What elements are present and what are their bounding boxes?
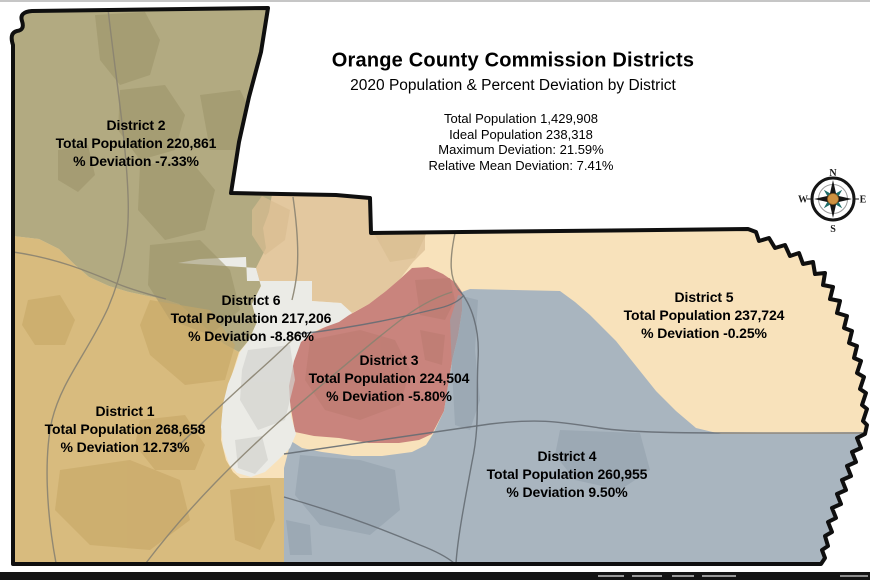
district-6-population: Total Population 217,206 xyxy=(170,310,332,326)
cutoff-bottom-strip xyxy=(0,572,870,580)
district-5-population: Total Population 237,724 xyxy=(623,307,785,323)
district-2-deviation: % Deviation -7.33% xyxy=(73,153,199,169)
district-5-deviation: % Deviation -0.25% xyxy=(641,325,767,341)
compass-south-label: S xyxy=(830,224,836,235)
maximum-deviation-stat: Maximum Deviation: 21.59% xyxy=(438,142,604,157)
district-5-label: District 5 Total Population 237,724 % De… xyxy=(624,288,785,342)
cutoff-mark xyxy=(672,575,694,577)
district-1-name: District 1 xyxy=(95,403,155,419)
compass-north-label: N xyxy=(829,168,837,179)
compass-east-label: E xyxy=(860,195,867,206)
district-3-population: Total Population 224,504 xyxy=(308,370,470,386)
district-4-urban-patches xyxy=(286,295,650,555)
roads-east xyxy=(283,288,867,564)
district-6-urban-patches xyxy=(235,345,295,474)
district-3-label: District 3 Total Population 224,504 % De… xyxy=(309,351,470,405)
district-5-name: District 5 xyxy=(674,289,734,305)
relative-mean-deviation-stat: Relative Mean Deviation: 7.41% xyxy=(428,157,614,173)
district-4-region xyxy=(284,289,865,564)
district-2-label: District 2 Total Population 220,861 % De… xyxy=(56,116,217,170)
district-3-deviation: % Deviation -5.80% xyxy=(326,388,452,404)
district-4-population: Total Population 260,955 xyxy=(486,466,648,482)
map-title: Orange County Commission Districts xyxy=(331,49,695,72)
cutoff-mark xyxy=(598,575,624,577)
district-6-label: District 6 Total Population 217,206 % De… xyxy=(171,291,332,345)
district-6-name: District 6 xyxy=(221,292,281,308)
district-1-urban-patches xyxy=(22,295,275,550)
total-population-stat: Total Population 1,429,908 xyxy=(444,111,598,126)
district-3-name: District 3 xyxy=(359,352,419,368)
district-1-population: Total Population 268,658 xyxy=(44,421,206,437)
ideal-population-stat: Ideal Population 238,318 xyxy=(449,126,593,142)
district-4-label: District 4 Total Population 260,955 % De… xyxy=(487,447,648,501)
district-1-deviation: % Deviation 12.73% xyxy=(60,439,190,455)
district-4-deviation: % Deviation 9.50% xyxy=(506,484,628,500)
district-1-label: District 1 Total Population 268,658 % De… xyxy=(45,402,206,456)
summary-stats: Total Population 1,429,908 Ideal Populat… xyxy=(429,111,614,173)
district-2-population: Total Population 220,861 xyxy=(55,135,217,151)
compass-west-label: W xyxy=(798,195,808,206)
district-4-name: District 4 xyxy=(537,448,597,464)
district-2-name: District 2 xyxy=(106,117,166,133)
roads-west xyxy=(12,8,459,564)
cutoff-mark xyxy=(840,575,868,577)
district-6-deviation: % Deviation -8.86% xyxy=(188,328,314,344)
cutoff-mark xyxy=(632,575,662,577)
compass-rose-icon: N S E W xyxy=(798,168,867,235)
map-subtitle: 2020 Population & Percent Deviation by D… xyxy=(350,77,676,94)
cutoff-mark xyxy=(702,575,736,577)
top-edge-strip xyxy=(0,0,870,2)
